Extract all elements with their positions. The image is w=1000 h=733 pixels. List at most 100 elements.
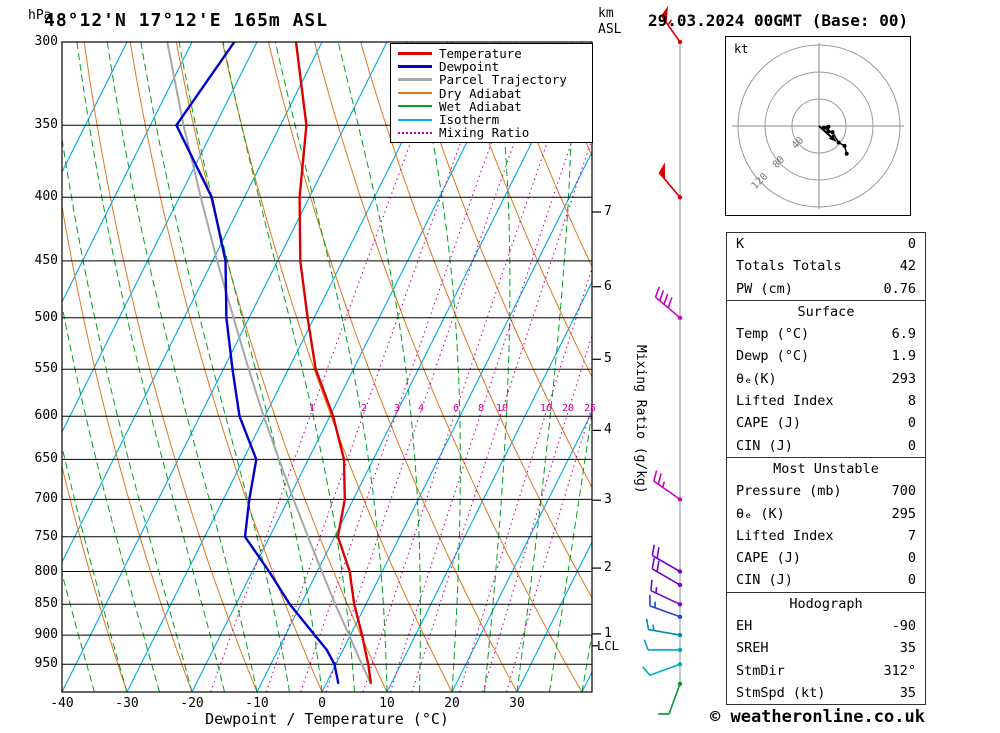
table-row-label: Dewp (°C) <box>736 348 810 365</box>
mixing-ratio-value-label: 6 <box>452 403 460 414</box>
temp-tick-label: -10 <box>245 696 269 711</box>
table-row: Temp (°C) 6.9 <box>727 323 925 345</box>
wind-barb <box>650 579 683 607</box>
legend-item: Dewpoint <box>398 59 592 74</box>
table-section-title: Most Unstable <box>773 460 879 477</box>
table-row: Lifted Index 7 <box>727 525 925 547</box>
table-row: CAPE (J) 0 <box>727 547 925 569</box>
table-row-label: PW (cm) <box>736 280 793 297</box>
storm-motion-arrowhead <box>828 134 837 142</box>
km-tick-label: 5 <box>604 351 612 366</box>
pressure-label: 600 <box>34 408 58 423</box>
table-row-label: Pressure (mb) <box>736 483 842 500</box>
copyright-link[interactable]: © weatheronline.co.uk <box>710 707 925 727</box>
wind-barb <box>642 662 683 677</box>
wind-barbs <box>642 5 683 715</box>
legend-swatch-parcel <box>398 78 432 82</box>
legend-swatch-isotherm <box>398 118 432 121</box>
legend-label: Temperature <box>439 46 522 62</box>
table-row-value: 312° <box>883 662 916 679</box>
hodograph-unit-label: kt <box>734 42 749 56</box>
table-row-value: 7 <box>907 527 916 544</box>
legend-item: Parcel Trajectory <box>398 72 592 88</box>
wind-barb <box>654 286 683 320</box>
pressure-label: 650 <box>34 451 58 466</box>
hodograph-trace-point <box>842 143 847 148</box>
mixing-ratio-value-label: 16 <box>539 403 553 414</box>
pressure-label: 400 <box>34 189 58 204</box>
wind-barb <box>651 544 683 574</box>
lcl-label: LCL <box>597 639 619 653</box>
table-row-value: 295 <box>891 505 916 522</box>
temp-tick-label: -20 <box>180 696 204 711</box>
table-row-label: Lifted Index <box>736 393 834 410</box>
hodograph-trace-point <box>830 130 835 135</box>
pressure-label: 500 <box>34 310 58 325</box>
km-tick-label: 3 <box>604 492 612 507</box>
mixing-ratio-value-label: 4 <box>417 403 425 414</box>
legend-label: Parcel Trajectory <box>439 72 567 88</box>
table-row-label: StmDir <box>736 662 785 679</box>
indices-table: K 0 Totals Totals 42 PW (cm) 0.76 Surface Temp … <box>726 232 926 706</box>
table-row-value: 293 <box>891 370 916 387</box>
table-row: CIN (J) 0 <box>727 569 925 591</box>
pressure-unit-label: hPa <box>28 8 52 23</box>
pressure-label: 800 <box>34 564 58 579</box>
table-section: Surface Temp (°C) 6.9 Dewp (°C) 1.9 θₑ(K) 293 L… <box>727 299 925 457</box>
table-row-value: 0 <box>907 550 916 567</box>
legend-label: Isotherm <box>439 112 500 128</box>
table-row-value: 35 <box>899 640 916 657</box>
mixing-ratio-value-label: 8 <box>477 403 485 414</box>
dewpoint-curve <box>175 42 340 685</box>
km-tick-label: 1 <box>604 626 612 641</box>
wind-barb <box>658 681 683 715</box>
pressure-label: 950 <box>34 656 58 671</box>
pressure-label: 450 <box>34 253 58 268</box>
parcel-trajectory-curve <box>166 42 372 685</box>
table-section: K 0 Totals Totals 42 PW (cm) 0.76 <box>727 233 925 300</box>
table-row-value: 0 <box>907 415 916 432</box>
table-section: Hodograph EH -90 SREH 35 StmDir 312° StmSpd (kt… <box>727 591 925 704</box>
legend: Temperature Dewpoint Parcel Trajectory Dry … <box>390 43 593 144</box>
station-title: 48°12'N 17°12'E 165m ASL <box>44 10 329 31</box>
hodograph: 40 80 120 kt <box>725 36 911 216</box>
hodograph-ring <box>791 98 847 154</box>
legend-swatch-dry-adiabat <box>398 92 432 95</box>
pressure-label: 850 <box>34 596 58 611</box>
table-row: θₑ (K) 295 <box>727 503 925 525</box>
table-row-label: CAPE (J) <box>736 415 802 432</box>
km-tick-label: 2 <box>604 560 612 575</box>
km-tick-label: 4 <box>604 422 612 437</box>
wind-barb <box>645 618 683 638</box>
wind-barb <box>651 557 683 588</box>
temp-tick-label: -40 <box>50 696 74 711</box>
table-row-label: Temp (°C) <box>736 326 810 343</box>
hodograph-trace-point <box>836 140 841 145</box>
hodograph-trace-point <box>844 151 849 156</box>
km-unit-line1: km <box>598 6 614 21</box>
table-row-value: 42 <box>899 258 916 275</box>
table-row: CAPE (J) 0 <box>727 412 925 434</box>
table-row: CIN (J) 0 <box>727 435 925 457</box>
table-row-value: 8 <box>907 393 916 410</box>
table-row: Dewp (°C) 1.9 <box>727 345 925 367</box>
date-title: 29.03.2024 00GMT (Base: 00) <box>648 11 909 30</box>
temp-tick-label: 10 <box>379 696 395 711</box>
isotherm-lines <box>62 42 592 692</box>
mixing-ratio-value-label: 10 <box>495 403 509 414</box>
table-row: EH -90 <box>727 615 925 637</box>
legend-swatch-mixing-ratio <box>398 131 432 134</box>
legend-label: Dry Adiabat <box>439 85 522 101</box>
legend-item: Wet Adiabat <box>398 99 592 114</box>
mixing-ratio-value-label: 25 <box>583 403 597 414</box>
table-row-value: 0 <box>907 236 916 252</box>
temp-tick-label: -30 <box>115 696 139 711</box>
legend-swatch-wet-adiabat <box>398 105 432 108</box>
pressure-label: 700 <box>34 491 58 506</box>
hodograph-ring <box>737 44 901 208</box>
mixing-ratio-value-label: 1 <box>308 403 316 414</box>
km-tick-marks <box>592 211 601 647</box>
legend-swatch-temperature <box>398 52 432 56</box>
legend-item: Isotherm <box>398 112 592 128</box>
